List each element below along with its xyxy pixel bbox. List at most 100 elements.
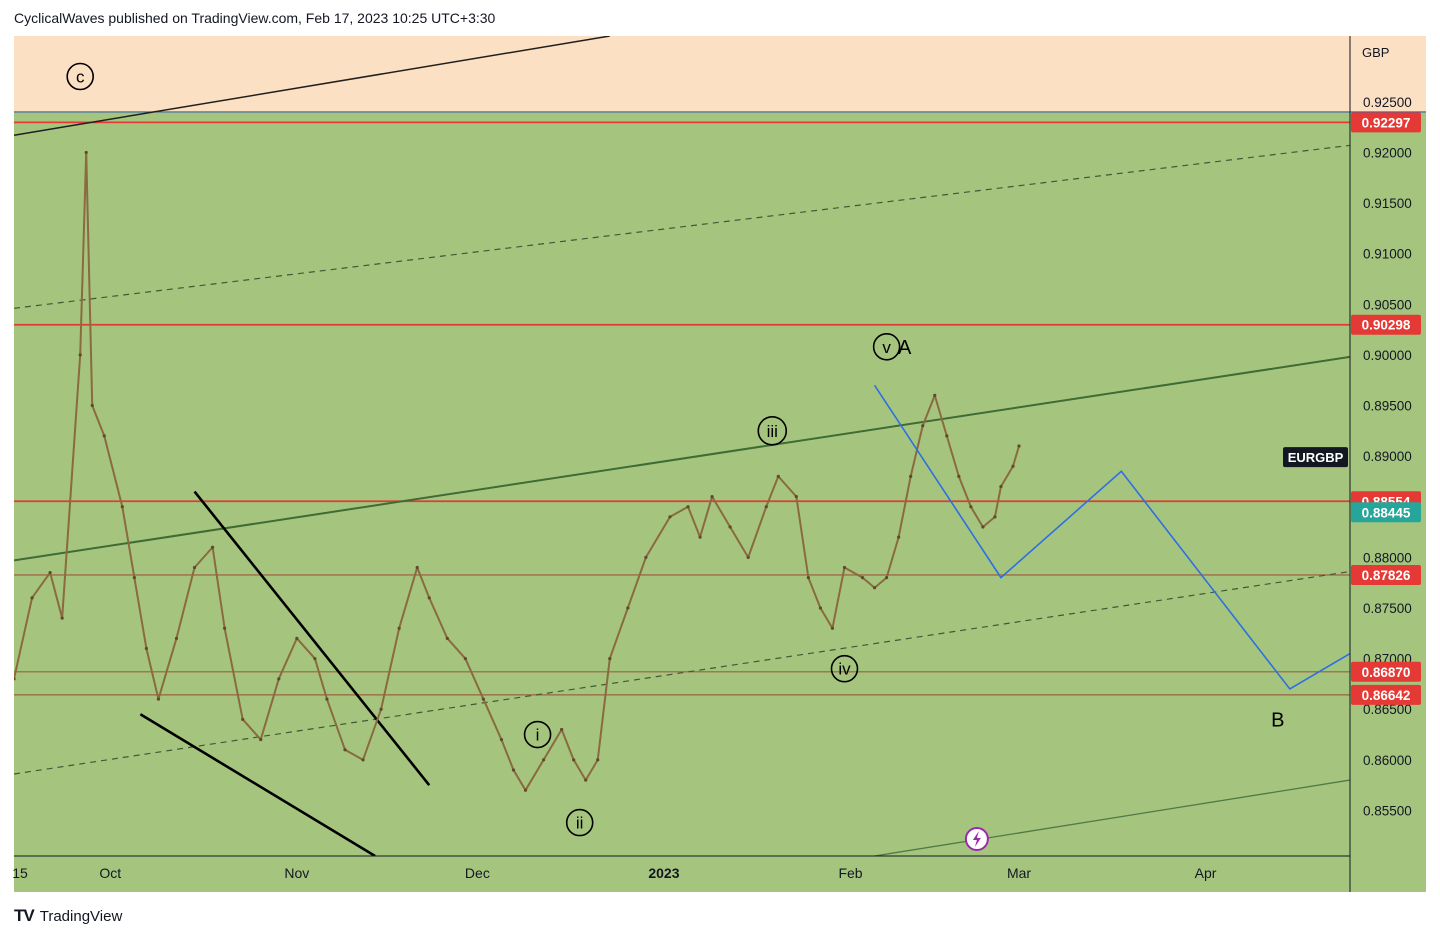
price-point [156,697,161,701]
plot-background [14,36,1350,856]
symbol-tag: EURGBP [1288,450,1344,465]
price-segment [596,658,611,760]
price-point [132,576,136,580]
price-point [596,758,600,762]
price-segment [729,526,750,558]
price-point [644,555,648,559]
price-point [14,677,16,681]
price-point [969,505,973,509]
price-point [794,495,798,499]
y-tick-label: 0.91500 [1363,196,1412,211]
price-segment [193,546,214,569]
price-point [686,505,690,509]
wave-circle-0 [66,62,94,91]
price-point [981,525,985,529]
publisher-line: CyclicalWaves published on TradingView.c… [14,10,496,26]
price-point [445,636,449,640]
wave-circle-1 [872,332,901,361]
price-point [698,535,702,539]
wave-label-v: v [882,338,891,357]
price-point [710,495,714,499]
price-segment [843,566,864,579]
price-point [415,565,419,570]
price-point [921,424,925,428]
price-point [120,505,124,509]
price-point [776,474,780,478]
footer-brand[interactable]: TV TradingView [14,906,122,926]
price-segment [416,567,431,599]
wedge-line-0 [193,490,431,786]
channel-line-0 [14,355,1350,562]
price-segment [79,152,88,355]
axis-lower-zone [1350,111,1426,857]
price-segment [241,718,262,741]
price-segment [669,505,689,518]
price-segment [795,496,810,578]
price-segment [861,576,876,589]
brand-name: TradingView [39,907,123,925]
price-point [277,677,281,681]
price-point [84,150,88,155]
price-point [830,626,835,630]
price-point [933,393,937,397]
price-segment [1012,445,1020,467]
y-tick-label: 0.92500 [1363,95,1412,110]
price-point [993,515,997,519]
price-segment [380,628,401,710]
price-point [842,565,847,570]
price-segment [500,739,515,771]
price-point [379,707,383,711]
price-segment [909,425,924,477]
x-tick-label: Nov [284,865,309,881]
y-tick-label: 0.91000 [1363,247,1412,262]
price-segment [687,506,701,538]
chart-area[interactable]: cv AiiiiviiiBGBP0.925000.920000.915000.91… [0,0,1440,900]
channel-line-3 [874,779,1350,856]
price-point [728,525,732,529]
price-segment [259,678,280,740]
price-segment [14,597,34,680]
wave-circle-4 [830,654,859,683]
wave-label-c: c [76,67,85,86]
price-point [481,697,486,701]
price-segment [957,476,972,508]
price-segment [91,405,106,437]
price-point [584,778,588,782]
x-tick-label: Apr [1195,865,1217,881]
currency-label: GBP [1362,45,1389,60]
price-point [397,626,401,630]
price-segment [711,496,732,528]
price-point [192,565,197,570]
price-point [860,576,865,580]
axis-upper-zone [1350,36,1426,112]
projection-path [873,384,1350,691]
level-tag-3: 0.87826 [1362,568,1411,583]
price-point [102,434,106,438]
price-segment [945,435,960,477]
price-segment [885,536,900,578]
price-segment [765,476,780,508]
price-segment [344,748,364,761]
wave-label-A: A [898,337,912,359]
price-segment [133,577,148,649]
price-segment [933,395,948,437]
price-segment [103,435,124,507]
price-segment [819,607,834,629]
price-segment [542,728,563,761]
time-axis-background [14,856,1426,892]
wave-label-iv: iv [838,660,851,679]
price-point [48,570,52,575]
price-point [511,768,516,772]
y-tick-label: 0.92000 [1363,145,1412,160]
price-segment [777,475,798,498]
price-segment [873,576,888,589]
price-point [746,555,750,559]
price-segment [897,476,912,538]
price-point [499,737,504,742]
price-point [241,717,245,721]
price-point [210,545,215,549]
level-tag-3-bg [1351,564,1421,585]
price-segment [223,628,244,720]
wave-circle-6 [565,808,594,837]
price-segment [699,496,714,538]
